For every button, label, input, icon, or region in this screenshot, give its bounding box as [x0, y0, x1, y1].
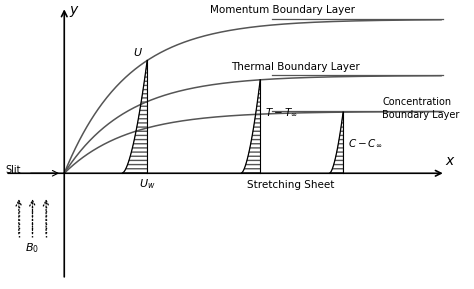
Text: $U_w$: $U_w$ — [139, 178, 155, 191]
Text: $B_0$: $B_0$ — [26, 241, 39, 255]
Text: Momentum Boundary Layer: Momentum Boundary Layer — [210, 5, 355, 15]
Text: Thermal Boundary Layer: Thermal Boundary Layer — [231, 62, 360, 72]
Text: $U$: $U$ — [133, 46, 143, 58]
Text: $x$: $x$ — [445, 153, 456, 168]
Text: $C - C_{\infty}$: $C - C_{\infty}$ — [347, 137, 382, 149]
Text: Stretching Sheet: Stretching Sheet — [246, 180, 334, 190]
Text: $y$: $y$ — [69, 3, 80, 18]
Text: $T - T_{\infty}$: $T - T_{\infty}$ — [265, 107, 297, 118]
Text: Slit: Slit — [5, 165, 21, 175]
Text: Concentration
Boundary Layer: Concentration Boundary Layer — [382, 97, 459, 120]
